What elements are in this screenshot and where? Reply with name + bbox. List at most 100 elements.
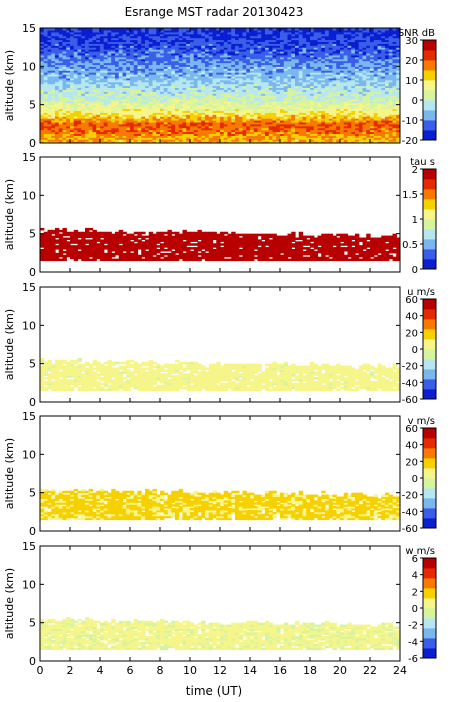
- heatmap-cell: [178, 141, 184, 143]
- heatmap-cell: [77, 74, 82, 77]
- heatmap-cell: [216, 37, 221, 41]
- heatmap-cell: [220, 77, 225, 81]
- heatmap-cell: [321, 33, 326, 37]
- heatmap-cell: [265, 131, 270, 135]
- heatmap-cell: [261, 91, 266, 94]
- heatmap-cell: [313, 51, 319, 54]
- heatmap-cell: [111, 35, 116, 39]
- heatmap-cell: [171, 108, 176, 112]
- heatmap-cell: [220, 125, 225, 129]
- heatmap-cell: [133, 41, 139, 44]
- heatmap-cell: [178, 43, 184, 46]
- heatmap-cell: [261, 95, 266, 98]
- heatmap-cell: [43, 74, 49, 77]
- heatmap-cell: [107, 110, 112, 113]
- heatmap-cell: [107, 87, 112, 90]
- heatmap-cell: [208, 97, 214, 100]
- heatmap-cell: [313, 77, 319, 81]
- heatmap-cell: [107, 79, 112, 83]
- heatmap-cell: [96, 68, 101, 71]
- heatmap-cell: [133, 89, 139, 92]
- heatmap-cell: [317, 79, 322, 83]
- heatmap-cell: [295, 104, 300, 108]
- heatmap-cell: [100, 139, 105, 142]
- heatmap-cell: [283, 123, 289, 127]
- heatmap-cell: [96, 72, 101, 75]
- heatmap-cell: [167, 49, 172, 52]
- heatmap-cell: [238, 125, 244, 129]
- heatmap-cell: [295, 47, 300, 50]
- heatmap-cell: [231, 129, 236, 133]
- heatmap-cell: [317, 70, 322, 73]
- heatmap-cell: [205, 43, 210, 46]
- heatmap-cell: [130, 129, 135, 133]
- heatmap-cell: [246, 45, 251, 48]
- heatmap-cell: [163, 123, 169, 127]
- heatmap-cell: [100, 62, 105, 66]
- heatmap-cell: [88, 60, 94, 64]
- heatmap-cell: [47, 62, 52, 66]
- heatmap-cell: [287, 47, 292, 50]
- heatmap-cell: [328, 137, 334, 140]
- heatmap-cell: [175, 41, 180, 44]
- heatmap-cell: [81, 56, 86, 60]
- heatmap-cell: [280, 120, 285, 123]
- heatmap-cell: [253, 141, 259, 143]
- heatmap-cell: [66, 131, 71, 135]
- heatmap-cell: [190, 108, 195, 112]
- heatmap-cell: [212, 133, 217, 136]
- heatmap-cell: [137, 56, 142, 60]
- heatmap-cell: [306, 97, 311, 100]
- heatmap-cell: [88, 54, 94, 58]
- heatmap-cell: [40, 118, 45, 121]
- heatmap-cell: [58, 87, 64, 90]
- heatmap-cell: [317, 89, 322, 92]
- heatmap-cell: [351, 135, 356, 138]
- heatmap-cell: [58, 135, 64, 138]
- heatmap-cell: [197, 106, 202, 110]
- heatmap-cell: [242, 110, 247, 113]
- heatmap-cell: [62, 77, 67, 81]
- heatmap-cell: [197, 41, 202, 44]
- heatmap-cell: [265, 95, 270, 98]
- heatmap-cell: [280, 70, 285, 73]
- heatmap-cell: [272, 29, 277, 33]
- heatmap-cell: [190, 106, 195, 110]
- heatmap-cell: [66, 100, 71, 104]
- heatmap-cell: [115, 141, 120, 143]
- heatmap-cell: [145, 29, 150, 33]
- heatmap-cell: [103, 106, 109, 110]
- heatmap-cell: [306, 106, 311, 110]
- heatmap-cell: [137, 52, 142, 56]
- heatmap-cell: [111, 91, 116, 94]
- heatmap-cell: [51, 85, 56, 89]
- heatmap-cell: [212, 29, 217, 33]
- heatmap-cell: [141, 91, 146, 94]
- heatmap-cell: [343, 52, 349, 56]
- heatmap-cell: [220, 95, 225, 98]
- heatmap-cell: [201, 133, 206, 136]
- heatmap-cell: [280, 102, 285, 106]
- heatmap-cell: [235, 137, 240, 140]
- heatmap-cell: [62, 93, 67, 96]
- heatmap-cell: [197, 133, 202, 136]
- heatmap-cell: [178, 60, 184, 64]
- heatmap-cell: [310, 79, 315, 83]
- heatmap-cell: [298, 137, 304, 140]
- heatmap-cell: [340, 41, 345, 44]
- heatmap-cell: [265, 79, 270, 83]
- heatmap-cell: [212, 28, 217, 31]
- heatmap-cell: [66, 51, 71, 54]
- heatmap-cell: [167, 74, 172, 77]
- heatmap-cell: [295, 60, 300, 64]
- heatmap-cell: [317, 58, 322, 62]
- heatmap-cell: [242, 45, 247, 48]
- heatmap-cell: [261, 87, 266, 90]
- heatmap-cell: [126, 35, 131, 39]
- heatmap-cell: [100, 83, 105, 87]
- heatmap-cell: [242, 77, 247, 81]
- heatmap-cell: [62, 127, 67, 131]
- heatmap-cell: [47, 56, 52, 60]
- heatmap-cell: [43, 98, 49, 102]
- heatmap-cell: [343, 137, 349, 140]
